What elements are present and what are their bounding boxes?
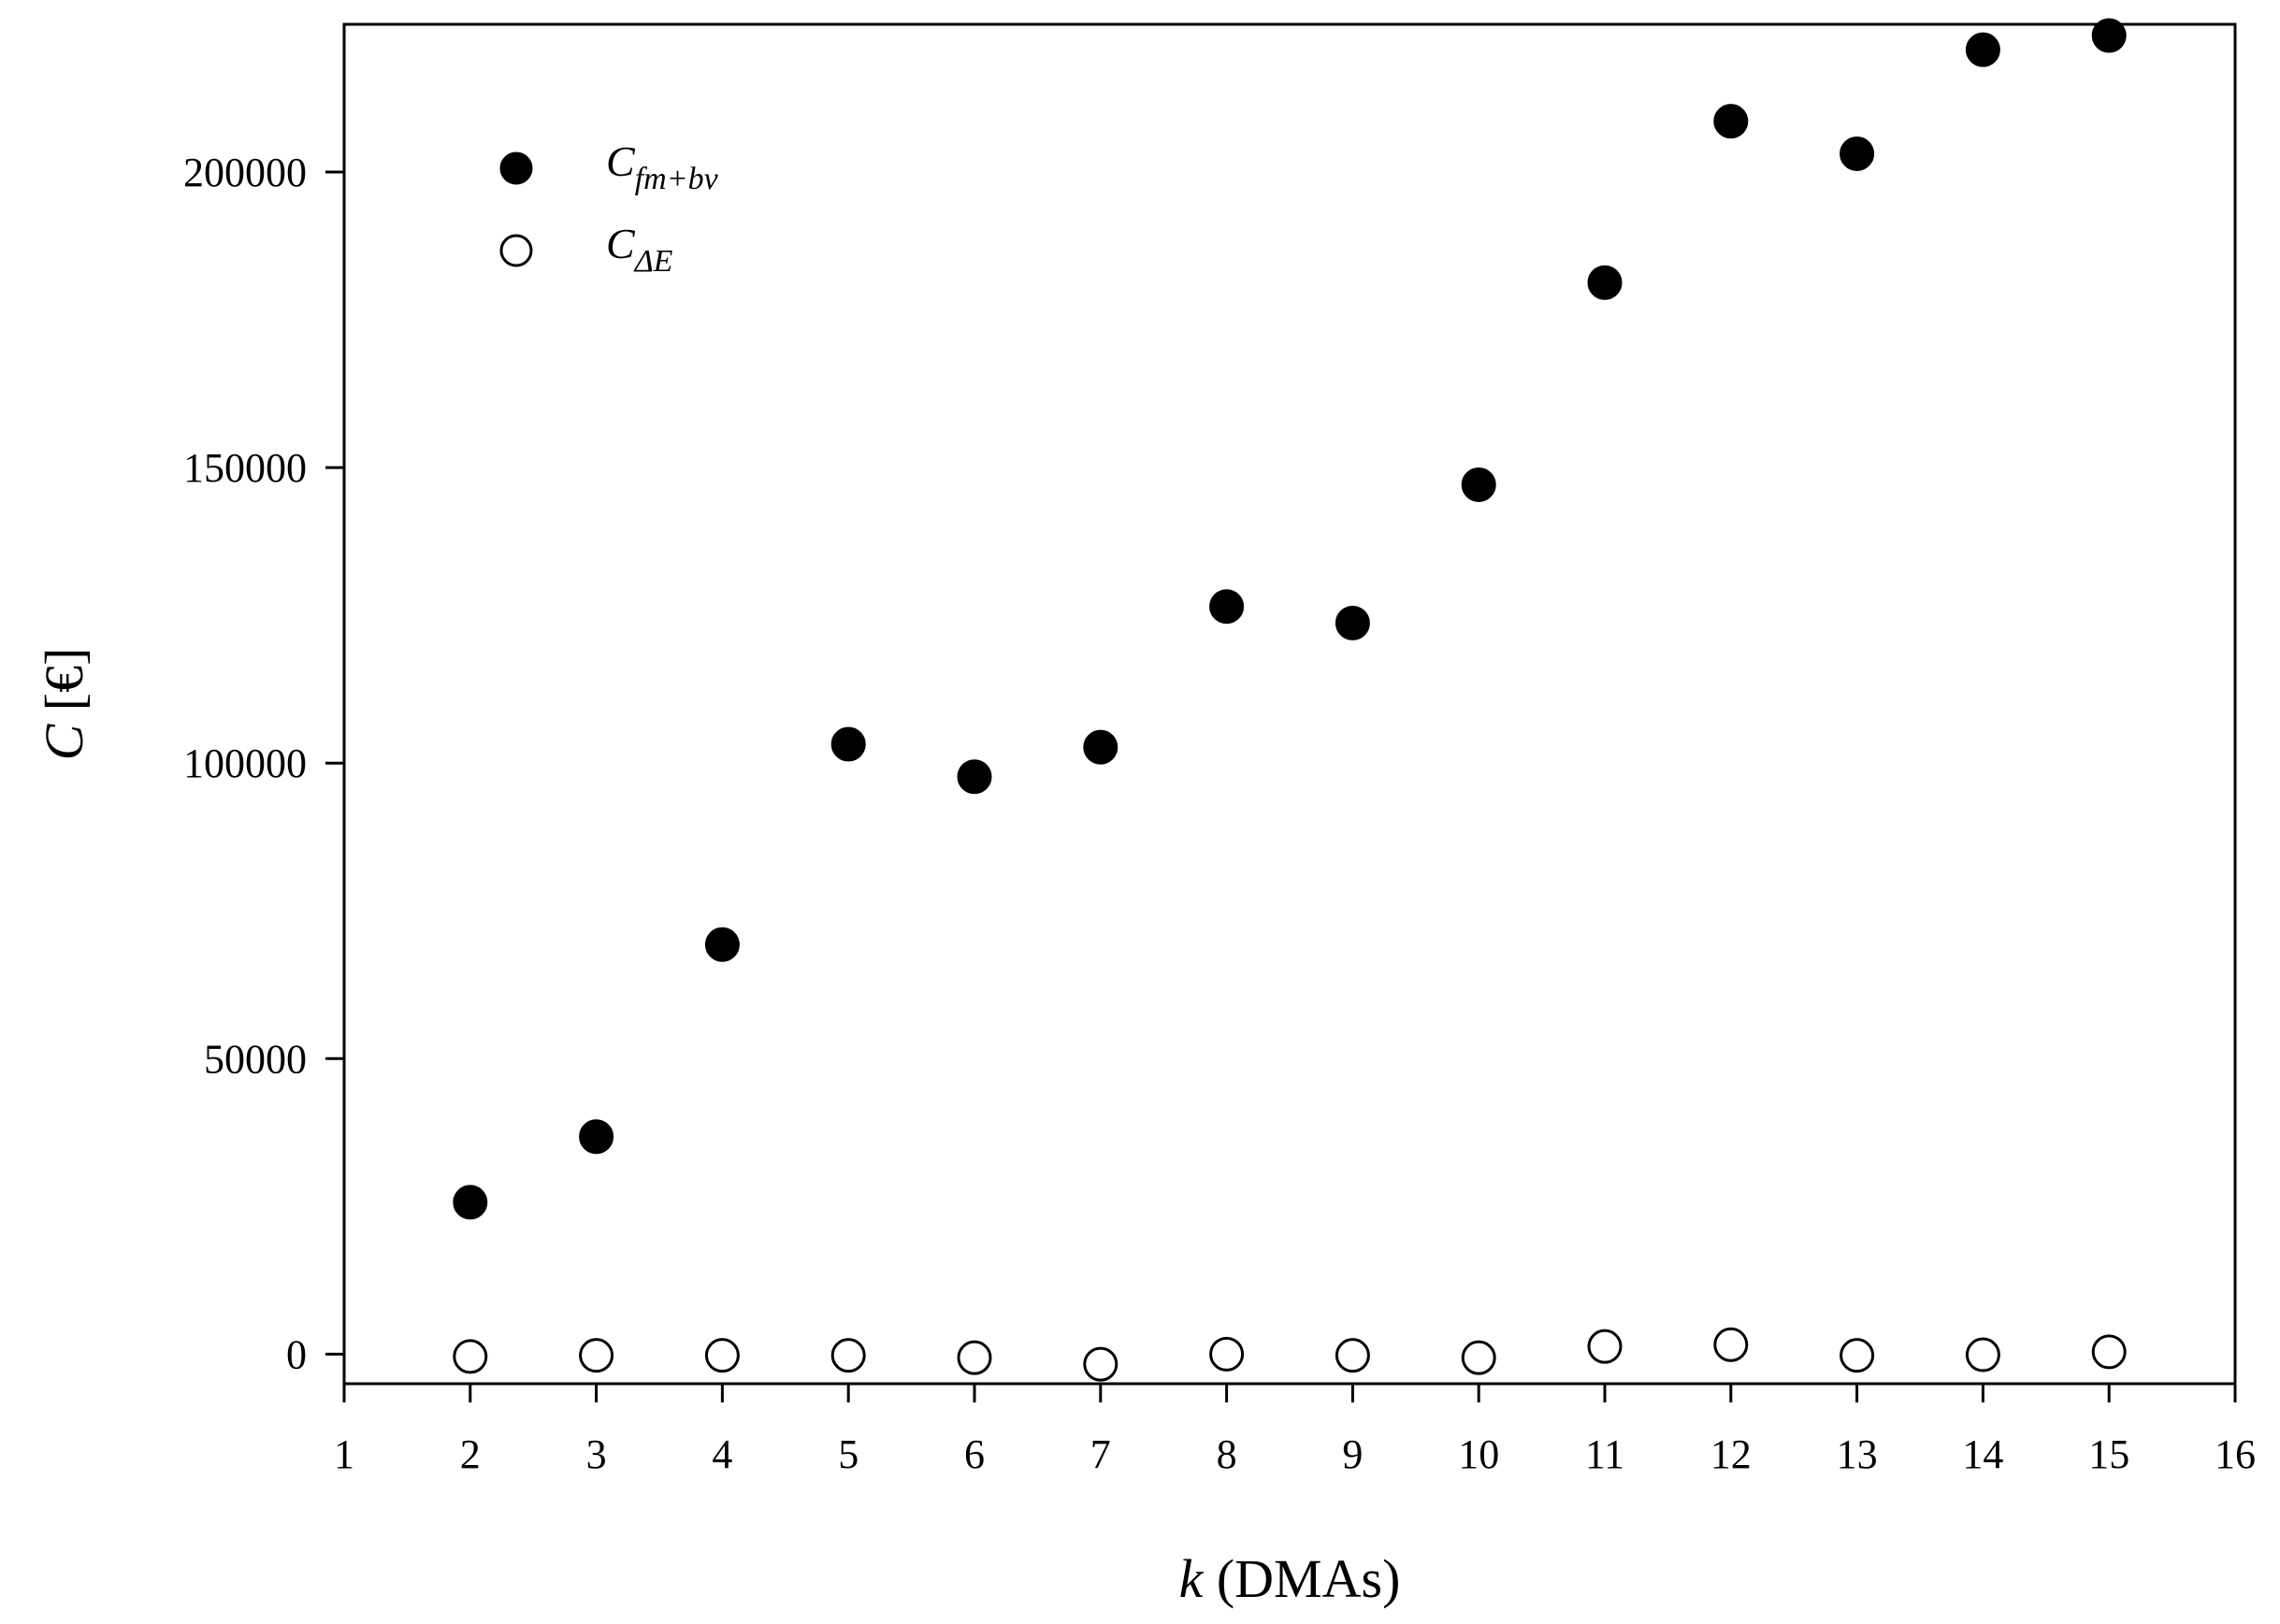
data-point-filled: [1335, 605, 1370, 640]
data-point-open: [704, 1338, 740, 1373]
data-point-filled: [1965, 32, 2000, 67]
x-axis-unit: (DMAs): [1203, 1548, 1400, 1609]
legend-label-base: C: [606, 220, 636, 267]
legend-label-base: C: [606, 137, 636, 185]
data-point-open: [2091, 1334, 2127, 1370]
data-point-filled: [453, 1185, 488, 1220]
legend-marker-2: [499, 234, 533, 267]
x-axis-variable: k: [1179, 1548, 1205, 1609]
data-point-filled: [1461, 467, 1496, 502]
legend-label-subscript: ΔE: [633, 244, 673, 279]
legend-marker-1: [499, 151, 533, 185]
x-tick-label: 12: [1710, 1431, 1752, 1477]
x-tick-label: 3: [586, 1431, 607, 1477]
x-tick-label: 5: [838, 1431, 859, 1477]
data-point-open: [1965, 1337, 2000, 1372]
data-point-filled: [1209, 589, 1245, 625]
data-point-filled: [830, 726, 866, 762]
data-point-filled: [2091, 18, 2127, 53]
x-tick-label: 2: [460, 1431, 481, 1477]
y-axis-variable: C: [34, 723, 94, 760]
legend-label-2: CΔE: [606, 220, 673, 279]
series-2: [453, 1327, 2127, 1382]
x-tick-label: 6: [964, 1431, 985, 1477]
data-point-filled: [579, 1119, 614, 1155]
series-1: [453, 18, 2127, 1220]
x-tick-label: 13: [1837, 1431, 1878, 1477]
y-tick-label: 150000: [183, 445, 307, 491]
data-point-open: [830, 1338, 866, 1373]
x-tick-label: 14: [1962, 1431, 2003, 1477]
y-axis: 0 50000 100000 150000 200000: [183, 150, 344, 1377]
plot-frame: [342, 22, 2237, 1386]
x-tick-label: 4: [712, 1431, 732, 1477]
x-axis-label: k (DMAs): [1179, 1548, 1401, 1609]
series-layer: [453, 18, 2127, 1382]
x-tick-label: 16: [2215, 1431, 2256, 1477]
y-tick-label: 50000: [204, 1036, 307, 1082]
y-tick-label: 100000: [183, 740, 307, 786]
data-point-open: [1083, 1346, 1118, 1382]
data-point-open: [1713, 1327, 1749, 1362]
data-point-filled: [1840, 136, 1875, 171]
legend-label-1: Cfm+bv: [606, 137, 719, 196]
y-axis-label: C [€]: [34, 648, 94, 761]
data-point-open: [453, 1339, 488, 1374]
data-point-filled: [1713, 104, 1749, 139]
y-tick-label: 200000: [183, 150, 307, 195]
x-tick-label: 10: [1458, 1431, 1499, 1477]
data-point-open: [1461, 1340, 1496, 1375]
data-point-filled: [704, 927, 740, 962]
x-tick-label: 8: [1217, 1431, 1237, 1477]
data-point-filled: [1587, 265, 1623, 300]
data-point-filled: [1083, 729, 1118, 765]
data-point-open: [1840, 1338, 1875, 1373]
x-tick-label: 9: [1342, 1431, 1363, 1477]
x-tick-label: 1: [334, 1431, 354, 1477]
x-tick-label: 15: [2088, 1431, 2129, 1477]
data-point-open: [1335, 1338, 1370, 1373]
x-tick-label: 7: [1090, 1431, 1111, 1477]
y-tick-label: 0: [286, 1331, 307, 1377]
data-point-open: [1587, 1329, 1623, 1364]
data-point-open: [1209, 1336, 1245, 1372]
legend-label-subscript: fm+bv: [635, 162, 719, 196]
x-axis: 1 2 3 4 5 6 7 8 9 10 11 12 13 14 15 16: [334, 1384, 2256, 1477]
x-tick-label: 11: [1585, 1431, 1624, 1477]
y-axis-unit: [€]: [34, 648, 94, 725]
data-point-open: [957, 1340, 992, 1375]
data-point-open: [579, 1338, 614, 1373]
data-point-filled: [957, 759, 992, 795]
